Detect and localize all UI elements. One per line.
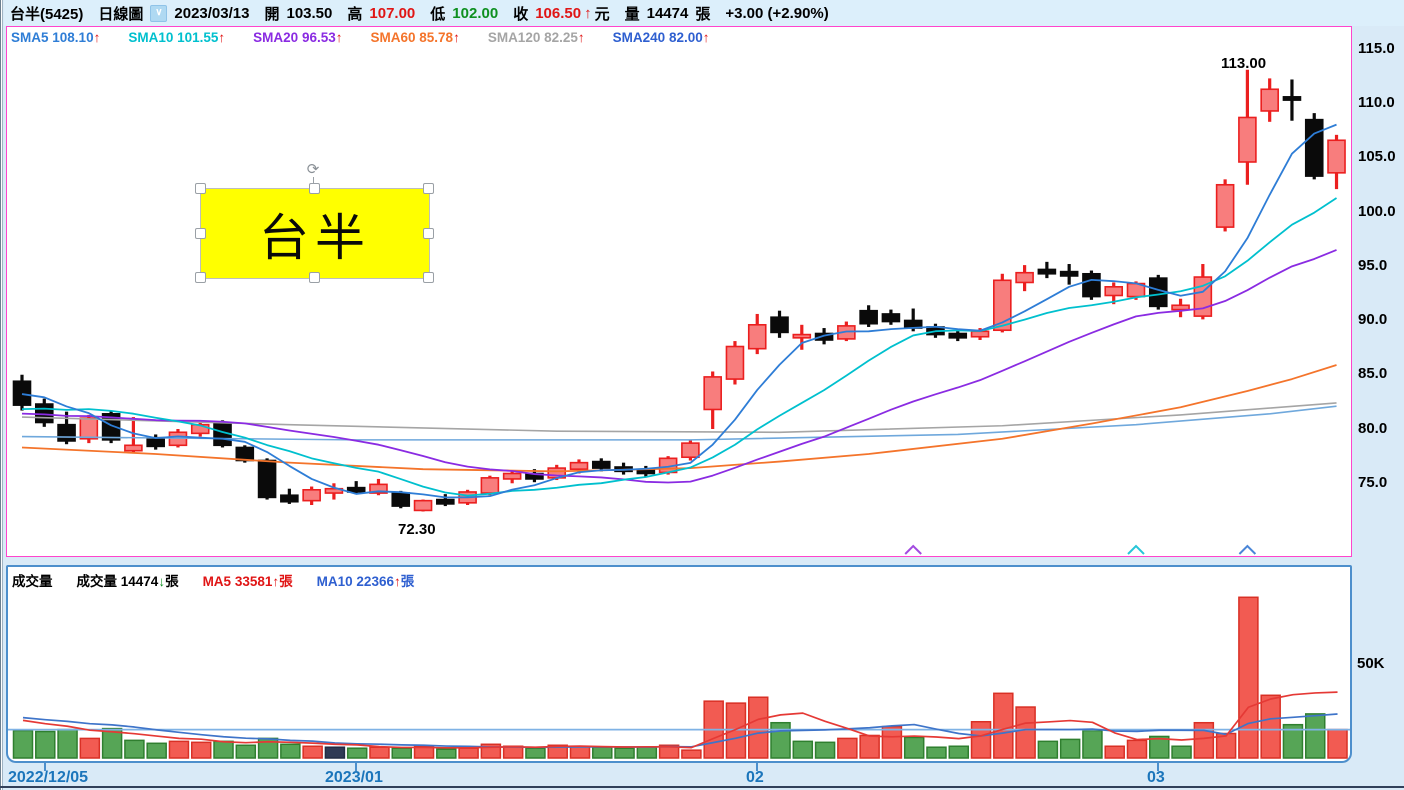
x-axis-label: 2022/12/05 — [8, 769, 89, 786]
volume-value: 14474 — [646, 4, 689, 22]
up-arrow-icon: ↑ — [577, 30, 585, 45]
sma10-legend: SMA10 101.55↑ — [128, 30, 226, 45]
resize-handle-s[interactable] — [309, 272, 320, 283]
down-arrow-icon: ↓ — [158, 574, 166, 589]
high-label: 高 — [347, 5, 363, 23]
open-label: 開 — [264, 5, 280, 23]
period-label[interactable]: 日線圖 — [98, 5, 144, 23]
volume-pane-title: 成交量 — [12, 574, 53, 589]
up-arrow-icon: ↑ — [218, 30, 226, 45]
x-axis-label: 2023/01 — [325, 769, 383, 786]
x-axis-tick — [355, 763, 357, 771]
x-axis-label: 02 — [746, 769, 764, 786]
resize-handle-n[interactable] — [309, 183, 320, 194]
up-arrow-icon: ↑ — [453, 30, 460, 45]
open-value: 103.50 — [286, 4, 333, 22]
x-axis-tick — [44, 763, 46, 771]
annotation-text: 台半 — [259, 209, 371, 266]
sma120-legend: SMA120 82.25↑ — [487, 30, 585, 45]
main-chart-panel[interactable]: SMA5 108.10↑ SMA10 101.55↑ SMA20 96.53↑ … — [6, 26, 1352, 557]
sma60-legend: SMA60 85.78↑ — [370, 30, 460, 45]
resize-handle-e[interactable] — [423, 228, 434, 239]
volume-ma10-legend: MA10 22366↑張 — [316, 574, 415, 589]
volume-axis-label: 50K — [1357, 655, 1385, 672]
resize-handle-se[interactable] — [423, 272, 434, 283]
annotation-textbox[interactable]: 台半 — [200, 188, 430, 279]
candlestick-chart[interactable] — [7, 27, 1351, 556]
resize-handle-sw[interactable] — [195, 272, 206, 283]
window-left-edge — [0, 0, 4, 790]
low-value: 102.00 — [452, 4, 499, 22]
rotate-connector — [313, 177, 314, 188]
price-unit: 元 — [594, 5, 610, 23]
period-dropdown-icon[interactable]: ∨ — [150, 4, 168, 22]
price-axis-label: 110.0 — [1358, 94, 1395, 111]
high-price-annotation: 113.00 — [1221, 55, 1267, 72]
low-price-annotation: 72.30 — [398, 521, 436, 538]
up-arrow-icon: ↑ — [393, 574, 401, 589]
change-value: +3.00 (+2.90%) — [725, 4, 829, 22]
trade-date: 2023/03/13 — [174, 4, 250, 22]
volume-unit: 張 — [695, 5, 711, 23]
resize-handle-ne[interactable] — [423, 183, 434, 194]
close-value: 106.50 — [535, 4, 582, 22]
volume-chart[interactable] — [8, 567, 1350, 761]
up-arrow-icon: ↑ — [702, 30, 710, 45]
stock-name: 台半(5425) — [10, 5, 84, 23]
sma20-legend: SMA20 96.53↑ — [253, 30, 343, 45]
up-arrow-icon: ↑ — [335, 30, 343, 45]
sma-legend-row: SMA5 108.10↑ SMA10 101.55↑ SMA20 96.53↑ … — [11, 30, 710, 45]
price-axis-label: 80.0 — [1358, 420, 1388, 437]
volume-panel[interactable]: 成交量 成交量 14474↓張 MA5 33581↑張 MA10 22366↑張 — [6, 565, 1352, 763]
x-axis-tick — [1157, 763, 1159, 771]
price-axis-label: 90.0 — [1358, 311, 1388, 328]
sma240-legend: SMA240 82.00↑ — [612, 30, 710, 45]
close-label: 收 — [513, 5, 529, 23]
up-arrow-icon: ↑ — [272, 574, 280, 589]
up-arrow-icon: ↑ — [93, 30, 101, 45]
price-axis-label: 100.0 — [1358, 203, 1396, 220]
window-bottom-edge — [0, 786, 1404, 788]
rotate-handle-icon[interactable]: ⟳ — [306, 161, 320, 178]
volume-legend-row: 成交量 成交量 14474↓張 MA5 33581↑張 MA10 22366↑張 — [12, 570, 414, 590]
high-value: 107.00 — [369, 4, 416, 22]
volume-ma5-legend: MA5 33581↑張 — [202, 574, 293, 589]
price-axis-label: 85.0 — [1358, 365, 1388, 382]
resize-handle-w[interactable] — [195, 228, 206, 239]
x-axis-tick — [756, 763, 758, 771]
resize-handle-nw[interactable] — [195, 183, 206, 194]
price-axis-label: 95.0 — [1358, 257, 1388, 274]
info-bar: 台半(5425) 日線圖 ∨ 2023/03/13 開 103.50 高 107… — [4, 0, 1404, 26]
price-axis-label: 115.0 — [1358, 40, 1395, 57]
volume-field: 成交量 14474↓張 — [76, 574, 179, 589]
volume-label: 量 — [624, 5, 640, 23]
x-axis-label: 03 — [1147, 769, 1165, 786]
sma5-legend: SMA5 108.10↑ — [11, 30, 101, 45]
price-axis-label: 75.0 — [1358, 474, 1388, 491]
low-label: 低 — [430, 5, 446, 23]
close-up-arrow-icon: ↑ — [584, 4, 592, 22]
price-axis-label: 105.0 — [1358, 148, 1396, 165]
